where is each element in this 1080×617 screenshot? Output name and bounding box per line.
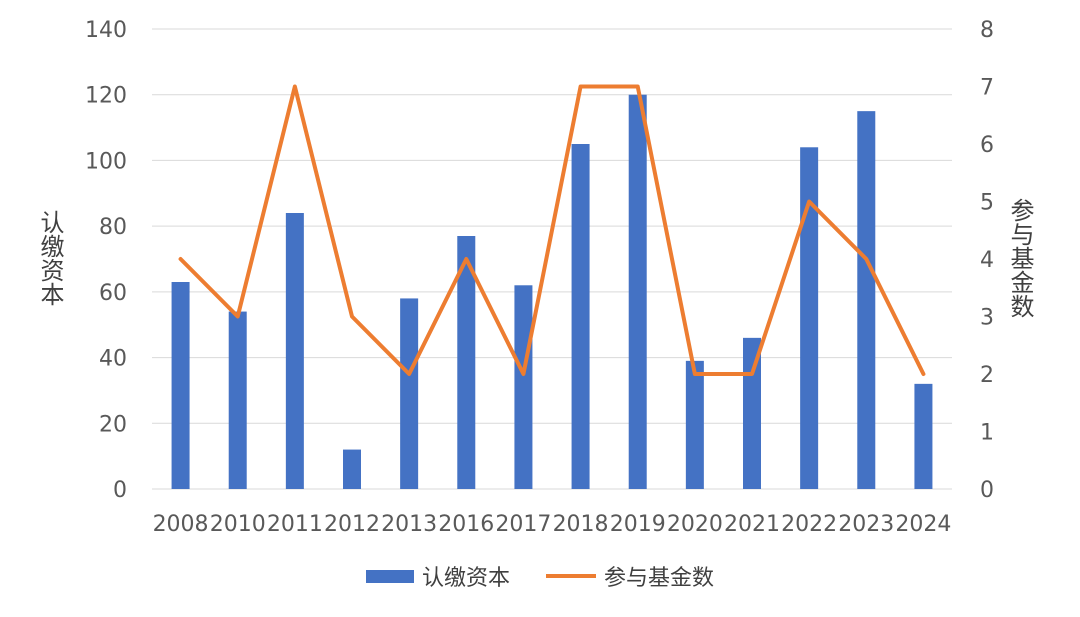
bar xyxy=(457,236,476,489)
legend-bar-label: 认缴资本 xyxy=(422,566,510,591)
bar xyxy=(914,383,933,489)
bar xyxy=(228,311,247,489)
left-tick-label: 80 xyxy=(99,215,127,240)
left-tick-label: 40 xyxy=(99,347,127,372)
bar xyxy=(285,213,304,489)
bar xyxy=(171,282,190,489)
bar xyxy=(800,147,819,490)
x-tick-label: 2016 xyxy=(438,512,494,537)
bar xyxy=(514,285,533,489)
bar xyxy=(343,449,361,489)
series-line xyxy=(178,84,926,376)
bar xyxy=(400,298,419,489)
right-tick-label: 8 xyxy=(980,18,994,43)
left-tick-label: 60 xyxy=(99,281,127,306)
bar xyxy=(628,94,647,489)
bar xyxy=(571,144,590,489)
bar xyxy=(857,111,876,490)
x-tick-label: 2018 xyxy=(553,512,609,537)
left-tick-label: 140 xyxy=(85,18,127,43)
right-tick-label: 1 xyxy=(980,421,994,446)
x-tick-label: 2010 xyxy=(210,512,266,537)
left-axis-title: 认缴资本 xyxy=(36,210,64,306)
left-tick-label: 120 xyxy=(85,84,127,109)
x-axis-ticks: 2008 2010 2011 2012 2013 2016 2017 2018 2019 2020… xyxy=(153,512,952,537)
left-tick-label: 0 xyxy=(113,478,127,503)
bar xyxy=(685,360,704,489)
x-tick-label: 2020 xyxy=(667,512,723,537)
x-tick-label: 2019 xyxy=(610,512,666,537)
right-tick-label: 2 xyxy=(980,363,994,388)
right-tick-label: 5 xyxy=(980,191,994,216)
legend-line-label: 参与基金数 xyxy=(604,566,714,591)
legend: 认缴资本 参与基金数 xyxy=(366,566,714,591)
right-tick-label: 4 xyxy=(980,248,994,273)
right-tick-label: 3 xyxy=(980,306,994,331)
x-tick-label: 2008 xyxy=(153,512,209,537)
left-axis-ticks: 0 20 40 60 80 100 120 140 xyxy=(85,18,127,503)
x-tick-label: 2013 xyxy=(381,512,437,537)
legend-bar-swatch xyxy=(366,570,414,583)
right-axis-title: 参与基金数 xyxy=(1006,198,1034,318)
right-tick-label: 0 xyxy=(980,478,994,503)
left-tick-label: 100 xyxy=(85,149,127,174)
x-tick-label: 2017 xyxy=(495,512,551,537)
x-tick-label: 2012 xyxy=(324,512,380,537)
gridlines xyxy=(152,28,952,490)
line-series xyxy=(178,84,926,376)
right-tick-label: 6 xyxy=(980,133,994,158)
x-tick-label: 2011 xyxy=(267,512,323,537)
x-tick-label: 2022 xyxy=(781,512,837,537)
left-tick-label: 20 xyxy=(99,412,127,437)
x-tick-label: 2023 xyxy=(838,512,894,537)
right-axis-ticks: 0 1 2 3 4 5 6 7 8 xyxy=(980,18,994,503)
bar-series xyxy=(171,94,933,490)
x-tick-label: 2021 xyxy=(724,512,780,537)
x-tick-label: 2024 xyxy=(895,512,951,537)
right-tick-label: 7 xyxy=(980,76,994,101)
